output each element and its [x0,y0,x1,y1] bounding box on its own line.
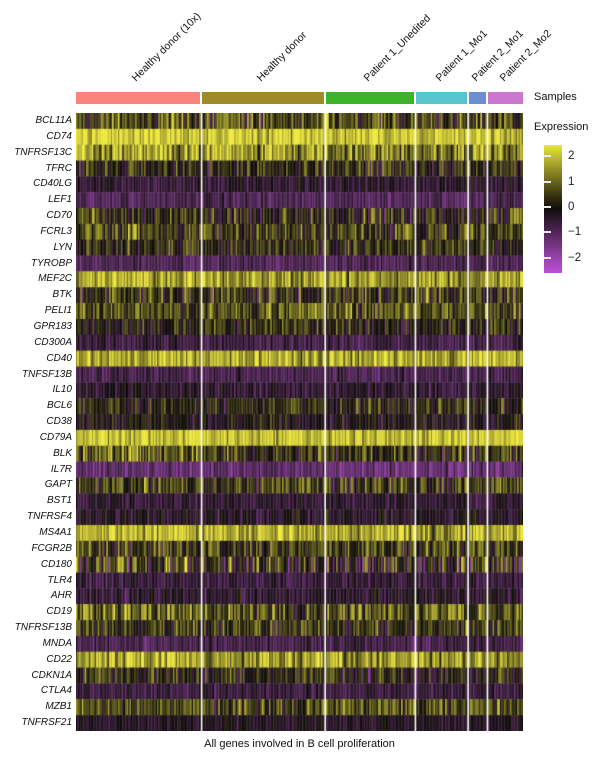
samples-legend-label: Samples [534,91,577,103]
legend-tick-mark [544,206,551,209]
figure-title: All genes involved in B cell proliferati… [204,738,395,750]
gene-label: LEF1 [48,194,72,206]
sample-color-segment [488,92,523,104]
gene-label: TNFRSF4 [27,511,72,523]
gene-label: MNDA [42,637,72,649]
gene-label: CD38 [46,416,72,428]
gene-label: GAPT [44,479,72,491]
gene-label: CD70 [46,210,72,222]
gene-label: TYROBP [30,257,72,269]
legend-tick-label: 1 [568,175,575,188]
gene-label: CD22 [46,653,72,665]
gene-label: CD180 [40,558,72,570]
gene-label: FCGR2B [31,542,72,554]
gene-label: MEF2C [38,273,72,285]
gene-label: CD19 [46,606,72,618]
sample-color-segment [325,92,415,104]
gene-label: BCL11A [35,115,72,126]
sample-color-segment [468,92,487,104]
gene-label: BTK [52,289,72,301]
gene-label: BCL6 [46,400,72,412]
gene-label: CD300A [34,336,72,348]
gene-label: FCRL3 [40,225,72,237]
legend-tick-label: −1 [568,226,582,239]
gene-label: MZB1 [45,701,72,713]
gene-label: AHR [50,590,72,602]
gene-label: CD79A [39,431,72,443]
gene-label: CD74 [46,130,72,142]
gene-label: IL10 [52,384,72,396]
gene-label: GPR183 [33,321,72,332]
gene-label: CD40LG [33,178,72,190]
gene-label: CTLA4 [40,685,72,697]
legend-tick-mark [544,231,551,234]
gene-label: TNFRSF21 [21,717,72,729]
sample-color-segment [202,92,324,104]
expression-legend-title: Expression [534,121,589,133]
gene-label: LYN [53,241,72,253]
sample-color-segment [416,92,467,104]
gene-label: CD40 [46,352,72,364]
gene-label: TNFSF13B [21,368,72,380]
legend-tick-label: 0 [568,201,575,214]
gene-label: BLK [53,447,72,459]
gene-label: CDKN1A [31,669,72,681]
sample-group-label: Healthy donor [254,29,310,84]
gene-label: TFRC [45,162,72,174]
gene-label: IL7R [50,463,72,475]
sample-group-label: Patient 1_Unedited [361,12,434,84]
gene-label: TNFRSF13B [14,622,72,634]
gene-label: TNFRSF13C [14,146,72,158]
legend-tick-mark [544,256,551,259]
gene-label: MS4A1 [39,527,72,538]
legend-tick-mark [544,155,551,158]
sample-group-label: Healthy donor (10x) [129,10,204,85]
expression-colorbar [544,145,562,273]
legend-tick-label: −2 [568,251,582,264]
sample-color-segment [76,92,201,104]
gene-label: PELI1 [44,305,72,317]
gene-label: TLR4 [47,574,72,586]
legend-tick-label: 2 [568,150,575,163]
legend-tick-mark [544,180,551,183]
heatmap-canvas [76,113,523,731]
gene-label: BST1 [46,495,72,507]
